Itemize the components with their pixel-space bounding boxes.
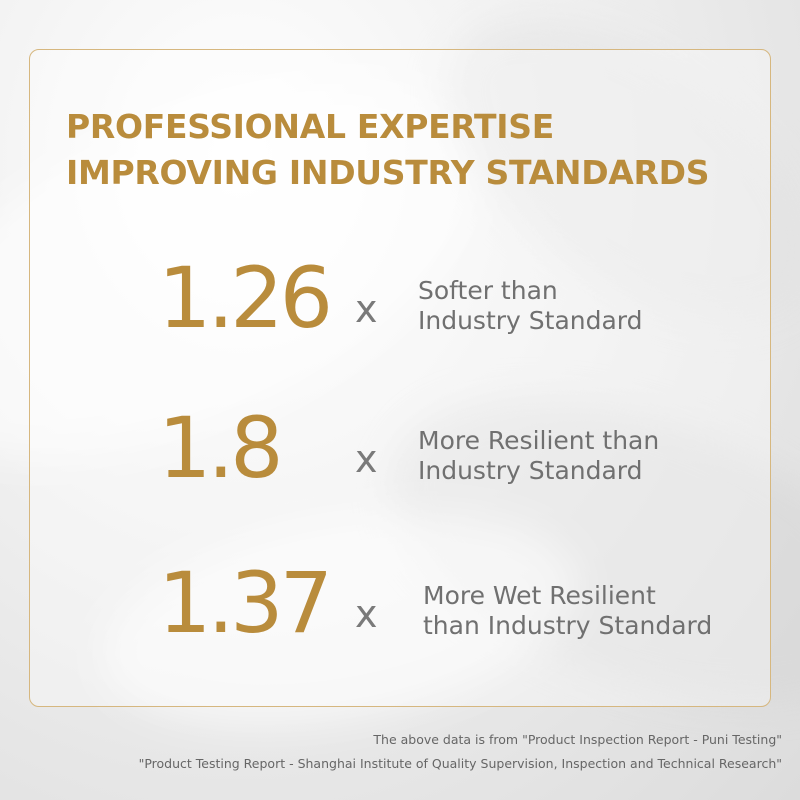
stat-value: 1.37: [158, 554, 333, 652]
stat-description-line-2: Industry Standard: [418, 306, 643, 335]
stat-description-line-1: More Wet Resilient: [423, 581, 656, 610]
source-footnote: The above data is from "Product Inspecti…: [139, 728, 782, 776]
stat-description-line-2: Industry Standard: [418, 456, 643, 485]
stat-description-line-1: More Resilient than: [418, 426, 660, 455]
info-card: [29, 49, 771, 707]
stat-row-wet-resilience: 1.37 x More Wet Resilient than Industry …: [0, 555, 800, 665]
footnote-line-2: "Product Testing Report - Shanghai Insti…: [138, 756, 782, 771]
stat-row-softness: 1.26 x Softer than Industry Standard: [0, 250, 800, 360]
stat-multiplier: x: [355, 592, 378, 636]
headline: PROFESSIONAL EXPERTISE IMPROVING INDUSTR…: [66, 104, 710, 196]
stat-description-line-2: than Industry Standard: [423, 611, 713, 640]
footnote-line-1: The above data is from "Product Inspecti…: [373, 732, 782, 747]
stat-description: More Wet Resilient than Industry Standar…: [423, 581, 712, 641]
stat-multiplier: x: [355, 287, 378, 331]
headline-line-1: PROFESSIONAL EXPERTISE: [66, 107, 554, 146]
stat-description: Softer than Industry Standard: [418, 276, 643, 336]
stat-row-resilience: 1.8 x More Resilient than Industry Stand…: [0, 400, 800, 510]
stat-value: 1.8: [158, 399, 284, 497]
stat-value: 1.26: [158, 249, 333, 347]
headline-line-2: IMPROVING INDUSTRY STANDARDS: [66, 153, 710, 192]
stat-multiplier: x: [355, 437, 378, 481]
stat-description-line-1: Softer than: [418, 276, 558, 305]
stat-description: More Resilient than Industry Standard: [418, 426, 659, 486]
